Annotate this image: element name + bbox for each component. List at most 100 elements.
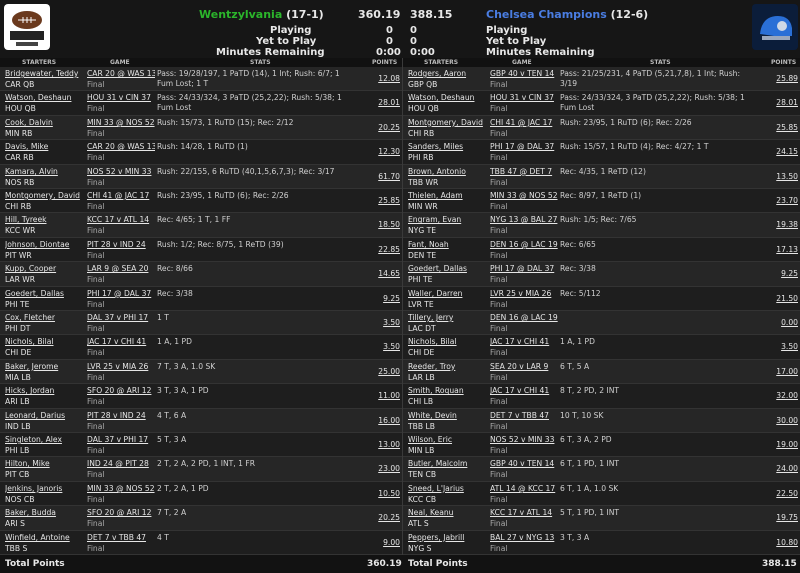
left-team-logo[interactable]: [4, 4, 50, 50]
left-player-points[interactable]: 18.50: [378, 220, 400, 230]
left-player-name[interactable]: Winfield, Antoine: [5, 532, 70, 542]
left-player-name[interactable]: Nichols, Bilal: [5, 337, 54, 347]
right-game-link[interactable]: PHI 17 @ DAL 37: [490, 142, 555, 152]
right-team-logo[interactable]: [752, 4, 798, 50]
left-player-points[interactable]: 25.85: [378, 196, 400, 205]
right-game-link[interactable]: HOU 31 v CIN 37: [490, 93, 554, 103]
left-player-points[interactable]: 13.00: [378, 440, 400, 449]
left-player-points[interactable]: 10.50: [378, 488, 400, 498]
right-player-name[interactable]: Fant, Noah: [408, 239, 449, 249]
right-game-link[interactable]: DEN 16 @ LAC 19: [490, 239, 558, 249]
left-player-name[interactable]: Montgomery, David: [5, 191, 80, 200]
left-player-name[interactable]: Kupp, Cooper: [5, 264, 57, 274]
left-game-link[interactable]: CHI 41 @ JAC 17: [87, 191, 150, 200]
right-player-name[interactable]: Smith, Roquan: [408, 386, 464, 396]
right-player-points[interactable]: 19.00: [776, 440, 798, 449]
left-game-link[interactable]: LAR 9 @ SEA 20: [87, 264, 149, 274]
left-player-points[interactable]: 28.01: [378, 98, 400, 108]
right-player-points[interactable]: 23.70: [776, 196, 798, 205]
right-player-points[interactable]: 19.75: [776, 513, 798, 523]
right-player-points[interactable]: 22.50: [776, 488, 798, 498]
left-game-link[interactable]: PHI 17 @ DAL 37: [87, 288, 152, 298]
right-player-name[interactable]: Neal, Keanu: [408, 508, 454, 518]
right-game-link[interactable]: MIN 33 @ NOS 52: [490, 191, 558, 200]
right-game-link[interactable]: ATL 14 @ KCC 17: [490, 483, 556, 493]
left-game-link[interactable]: LVR 25 v MIA 26: [87, 361, 149, 371]
left-player-points[interactable]: 3.50: [383, 318, 400, 327]
right-player-points[interactable]: 24.00: [776, 464, 798, 474]
right-player-name[interactable]: Montgomery, David: [408, 117, 483, 127]
right-player-name[interactable]: Butler, Malcolm: [408, 459, 468, 469]
right-player-name[interactable]: Sanders, Miles: [408, 142, 464, 152]
left-player-points[interactable]: 20.25: [378, 513, 400, 523]
right-game-link[interactable]: JAC 17 v CHI 41: [490, 386, 550, 396]
right-game-link[interactable]: DET 7 v TBB 47: [490, 410, 549, 420]
left-game-link[interactable]: NOS 52 v MIN 33: [87, 166, 152, 176]
right-player-points[interactable]: 21.50: [776, 293, 798, 303]
left-player-name[interactable]: Watson, Deshaun: [5, 93, 72, 103]
right-player-name[interactable]: Watson, Deshaun: [408, 93, 475, 103]
left-player-name[interactable]: Bridgewater, Teddy: [5, 69, 79, 78]
right-player-name[interactable]: White, Devin: [408, 410, 457, 420]
left-player-points[interactable]: 9.25: [383, 293, 400, 303]
right-player-points[interactable]: 10.80: [776, 537, 798, 547]
right-player-points[interactable]: 30.00: [776, 415, 798, 425]
left-team-name[interactable]: Wentzylvania: [199, 8, 283, 21]
right-game-link[interactable]: PHI 17 @ DAL 37: [490, 264, 555, 274]
right-player-points[interactable]: 19.38: [776, 220, 798, 230]
left-player-points[interactable]: 9.00: [383, 537, 400, 547]
left-game-link[interactable]: PIT 28 v IND 24: [87, 239, 146, 249]
right-player-points[interactable]: 0.00: [781, 318, 798, 327]
right-player-points[interactable]: 32.00: [776, 391, 798, 401]
right-player-points[interactable]: 17.13: [776, 244, 798, 254]
left-player-points[interactable]: 12.30: [378, 147, 400, 157]
right-game-link[interactable]: NYG 13 @ BAL 27: [490, 215, 558, 225]
left-game-link[interactable]: PIT 28 v IND 24: [87, 410, 146, 420]
left-game-link[interactable]: CAR 20 @ WAS 13: [87, 142, 155, 152]
left-player-name[interactable]: Hicks, Jordan: [5, 386, 55, 396]
left-player-name[interactable]: Cox, Fletcher: [5, 313, 55, 322]
right-player-name[interactable]: Waller, Darren: [408, 288, 463, 298]
left-team-title[interactable]: Wentzylvania (17-1): [199, 8, 324, 21]
left-game-link[interactable]: DAL 37 v PHI 17: [87, 435, 149, 444]
left-player-name[interactable]: Baker, Jerome: [5, 361, 59, 371]
right-game-link[interactable]: TBB 47 @ DET 7: [490, 166, 553, 176]
right-game-link[interactable]: JAC 17 v CHI 41: [490, 337, 550, 347]
left-player-points[interactable]: 11.00: [378, 391, 400, 401]
left-player-name[interactable]: Hill, Tyreek: [5, 215, 47, 225]
left-game-link[interactable]: MIN 33 @ NOS 52: [87, 483, 155, 493]
left-game-link[interactable]: JAC 17 v CHI 41: [87, 337, 147, 347]
right-player-points[interactable]: 13.50: [776, 171, 798, 181]
left-player-name[interactable]: Leonard, Darius: [5, 410, 66, 420]
left-player-points[interactable]: 14.65: [378, 269, 400, 279]
left-player-name[interactable]: Goedert, Dallas: [5, 288, 64, 298]
right-player-name[interactable]: Nichols, Bilal: [408, 337, 457, 347]
left-game-link[interactable]: DET 7 v TBB 47: [87, 532, 146, 542]
right-game-link[interactable]: KCC 17 v ATL 14: [490, 508, 553, 518]
right-game-link[interactable]: BAL 27 v NYG 13: [490, 532, 555, 542]
right-game-link[interactable]: DEN 16 @ LAC 19: [490, 313, 558, 322]
left-player-points[interactable]: 61.70: [378, 171, 400, 181]
right-team-title[interactable]: Chelsea Champions (12-6): [486, 8, 648, 21]
left-game-link[interactable]: SFO 20 @ ARI 12: [87, 386, 152, 396]
left-player-name[interactable]: Singleton, Alex: [5, 435, 62, 444]
left-game-link[interactable]: KCC 17 v ATL 14: [87, 215, 150, 225]
left-player-points[interactable]: 20.25: [378, 122, 400, 132]
left-player-points[interactable]: 16.00: [378, 415, 400, 425]
right-player-name[interactable]: Engram, Evan: [408, 215, 462, 225]
right-player-name[interactable]: Wilson, Eric: [408, 435, 453, 444]
left-game-link[interactable]: HOU 31 v CIN 37: [87, 93, 151, 103]
left-player-name[interactable]: Hilton, Mike: [5, 459, 50, 469]
left-player-name[interactable]: Johnson, Diontae: [5, 239, 70, 249]
right-player-name[interactable]: Tillery, Jerry: [408, 313, 454, 322]
left-player-points[interactable]: 22.85: [378, 244, 400, 254]
right-player-points[interactable]: 28.01: [776, 98, 798, 108]
right-game-link[interactable]: CHI 41 @ JAC 17: [490, 117, 553, 127]
right-player-name[interactable]: Sneed, L'Jarius: [408, 483, 464, 493]
right-game-link[interactable]: GBP 40 v TEN 14: [490, 459, 555, 469]
right-game-link[interactable]: SEA 20 v LAR 9: [490, 361, 549, 371]
left-player-points[interactable]: 23.00: [378, 464, 400, 474]
left-player-name[interactable]: Baker, Budda: [5, 508, 56, 518]
left-game-link[interactable]: DAL 37 v PHI 17: [87, 313, 149, 322]
right-player-points[interactable]: 9.25: [781, 269, 798, 279]
